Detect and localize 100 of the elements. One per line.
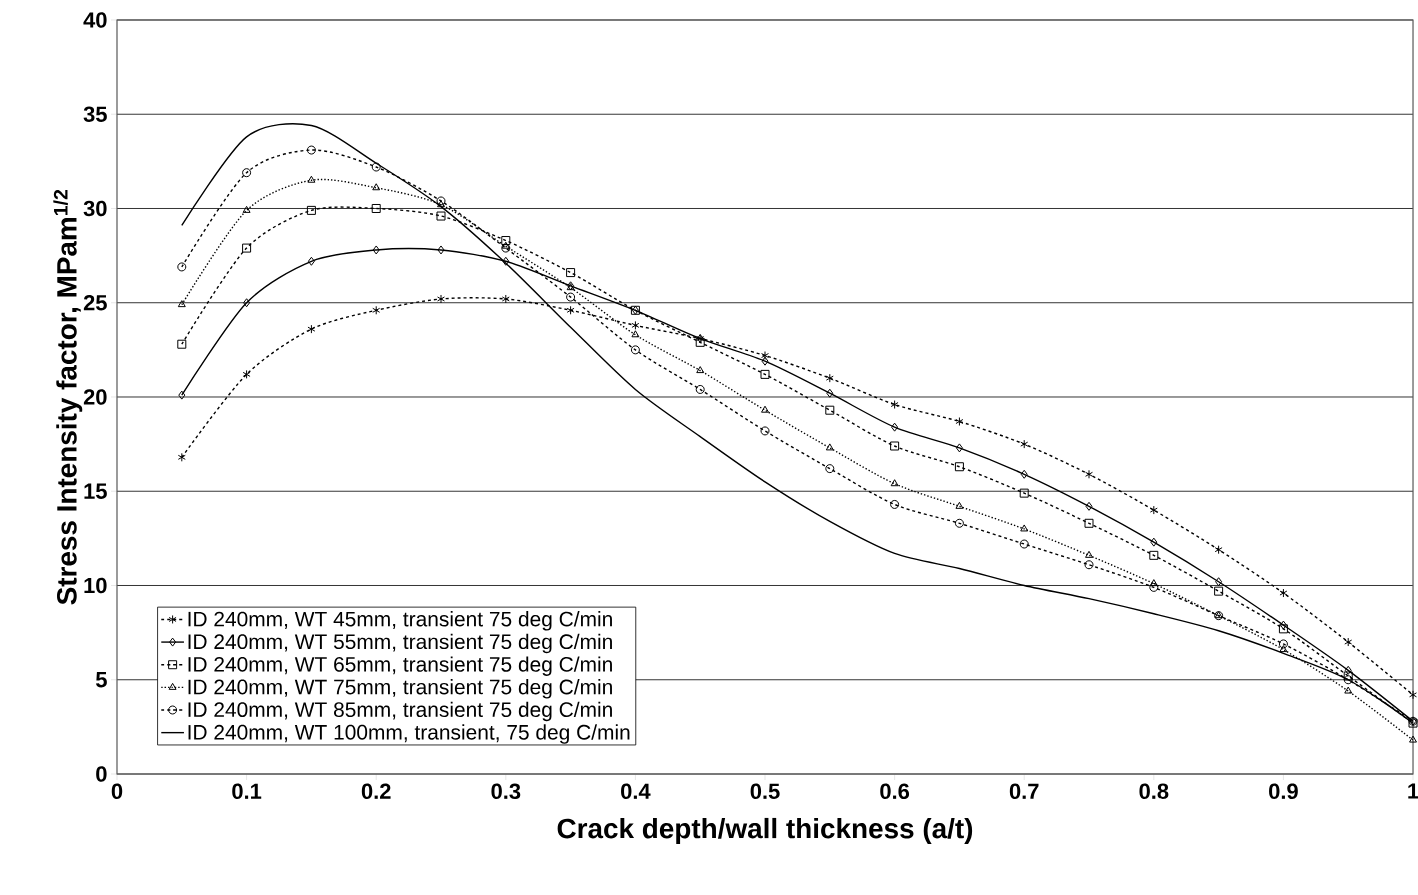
y-tick-label: 25	[83, 294, 107, 311]
legend-label: ID 240mm, WT 55mm, transient 75 deg C/min	[188, 633, 612, 654]
point	[371, 162, 381, 172]
point	[1084, 560, 1094, 570]
legend-label: ID 240mm, WT 45mm, transient 75 deg C/min	[188, 611, 612, 631]
x-tick-label: 0.9	[1269, 783, 1298, 800]
point	[891, 422, 899, 432]
x-tick-label: 0.4	[621, 783, 651, 800]
point	[1409, 735, 1417, 743]
point	[1020, 524, 1029, 532]
point	[1214, 586, 1224, 596]
y-tick-label: 40	[83, 12, 107, 28]
x-tick-label: 0.1	[232, 783, 262, 800]
point	[177, 452, 186, 462]
point	[1019, 539, 1029, 549]
point	[306, 145, 316, 155]
y-tick-label: 15	[84, 483, 107, 499]
point	[178, 390, 186, 400]
point	[1344, 637, 1353, 647]
point	[177, 300, 186, 308]
x-tick-label: 1	[1408, 783, 1418, 799]
point	[306, 205, 316, 215]
point	[1084, 518, 1094, 528]
point	[1343, 675, 1353, 685]
point	[955, 417, 964, 426]
point	[1343, 671, 1353, 681]
point	[566, 268, 576, 278]
point	[1149, 505, 1158, 515]
point	[1149, 550, 1159, 560]
legend-label: ID 240mm, WT 65mm, transient 75 deg C/min	[188, 656, 612, 676]
point	[372, 245, 380, 255]
point	[1020, 439, 1029, 449]
point	[501, 241, 510, 249]
point	[1149, 579, 1158, 587]
point	[825, 464, 835, 474]
point	[825, 373, 834, 383]
point	[630, 345, 640, 355]
point	[761, 405, 769, 413]
point	[954, 518, 964, 528]
point	[437, 294, 445, 304]
point	[954, 462, 964, 472]
y-axis-title: Stress Intensity factor, MPam$^{1/2}$	[53, 189, 83, 605]
point	[1344, 686, 1353, 694]
y-tick-label: 20	[83, 389, 107, 405]
legend-label: ID 240mm, WT 75mm, transient 75 deg C/min	[188, 679, 612, 699]
y-tick-label: 5	[95, 672, 107, 688]
point	[695, 384, 705, 394]
point	[890, 441, 900, 451]
x-tick-label: 0.3	[491, 783, 521, 800]
point	[437, 200, 445, 208]
point	[242, 168, 252, 178]
point	[760, 426, 770, 436]
y-tick-label: 0	[96, 766, 107, 782]
point	[890, 400, 899, 410]
point	[1279, 645, 1288, 653]
point	[1149, 582, 1159, 592]
point	[307, 324, 316, 334]
x-tick-label: 0.6	[880, 783, 910, 800]
point	[501, 236, 511, 246]
x-tick-label: 0.7	[1009, 783, 1039, 800]
point	[177, 339, 187, 349]
point	[696, 366, 705, 374]
x-tick-label: 0.5	[750, 783, 780, 800]
point	[825, 443, 834, 451]
legend-label: ID 240mm, WT 100mm, transient, 75 deg C/min	[188, 724, 630, 744]
point	[1409, 690, 1417, 700]
point	[502, 256, 510, 266]
point	[1215, 577, 1223, 587]
point	[243, 298, 251, 308]
point	[372, 183, 381, 191]
point	[955, 443, 963, 453]
point	[1020, 469, 1028, 479]
point	[826, 388, 834, 398]
point	[436, 211, 446, 221]
point	[760, 369, 770, 379]
y-tick-label: 30	[83, 200, 107, 217]
point	[436, 196, 446, 206]
point	[1085, 469, 1093, 479]
point	[566, 305, 575, 315]
point	[1150, 537, 1158, 547]
x-tick-label: 0	[111, 783, 123, 800]
point	[1085, 550, 1093, 558]
point	[372, 305, 381, 315]
point	[501, 294, 510, 304]
point	[501, 243, 511, 253]
point	[307, 175, 316, 183]
point	[825, 405, 835, 415]
point	[1278, 624, 1288, 634]
x-axis-title: Crack depth/wall thickness (a/t)	[557, 817, 973, 844]
y-tick-label: 35	[83, 106, 107, 123]
point	[890, 479, 899, 487]
x-tick-label: 0.2	[361, 783, 391, 800]
point	[566, 292, 576, 302]
legend-label: ID 240mm, WT 85mm, transient 75 deg C/min	[188, 701, 612, 722]
point	[1278, 639, 1288, 649]
point	[242, 243, 252, 253]
point	[1214, 545, 1223, 555]
point	[1344, 665, 1352, 675]
point	[1085, 501, 1093, 511]
point	[371, 204, 381, 213]
